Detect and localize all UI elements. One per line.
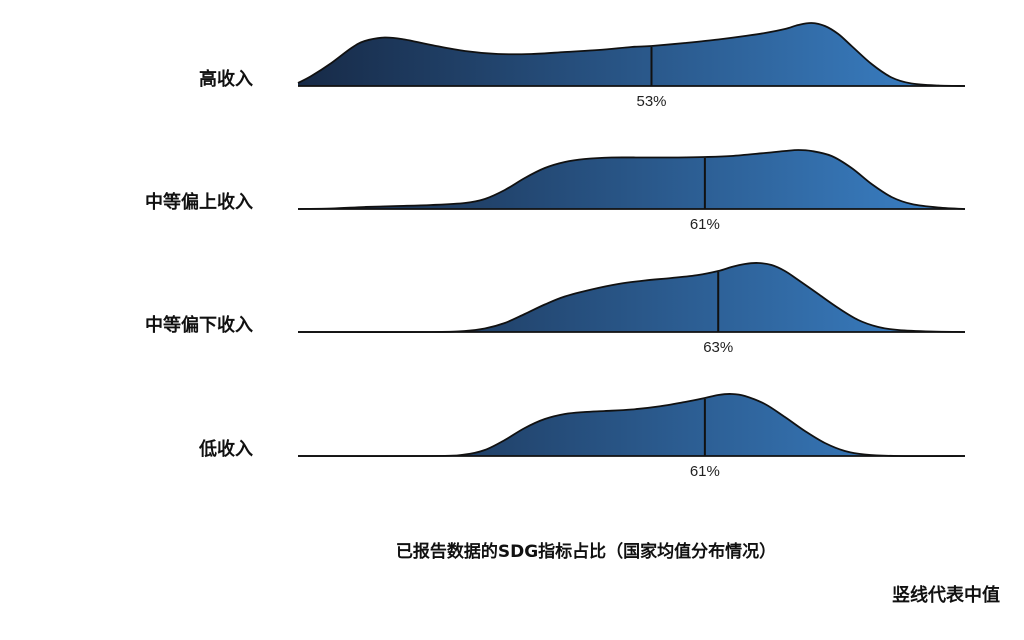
row-label: 中等偏下收入 xyxy=(145,314,253,336)
ridge-2: 63% 中等偏下收入 xyxy=(145,262,966,356)
density-outline xyxy=(297,393,966,458)
x-axis-title: 已报告数据的SDG指标占比（国家均值分布情况） xyxy=(396,541,776,562)
density-outline xyxy=(297,149,966,210)
row-label: 中等偏上收入 xyxy=(145,191,253,213)
density-outline xyxy=(297,22,966,87)
median-label: 53% xyxy=(636,93,666,110)
row-label: 低收入 xyxy=(198,438,253,460)
ridge-3: 61% 低收入 xyxy=(198,393,966,480)
density-area xyxy=(298,150,965,209)
row-label: 高收入 xyxy=(199,68,253,90)
median-label: 63% xyxy=(703,339,733,356)
density-outline xyxy=(297,262,966,333)
median-label: 61% xyxy=(690,216,720,233)
ridges-group: 53% 高收入 61% 中等偏上收入 63% 中等偏下收入 61% 低收入 xyxy=(145,22,966,480)
ridge-1: 61% 中等偏上收入 xyxy=(145,149,966,233)
density-area xyxy=(298,22,965,86)
median-note: 竖线代表中值 xyxy=(892,584,1000,606)
median-label: 61% xyxy=(690,463,720,480)
ridge-0: 53% 高收入 xyxy=(199,22,966,110)
density-area xyxy=(298,262,965,333)
density-area xyxy=(298,393,965,457)
